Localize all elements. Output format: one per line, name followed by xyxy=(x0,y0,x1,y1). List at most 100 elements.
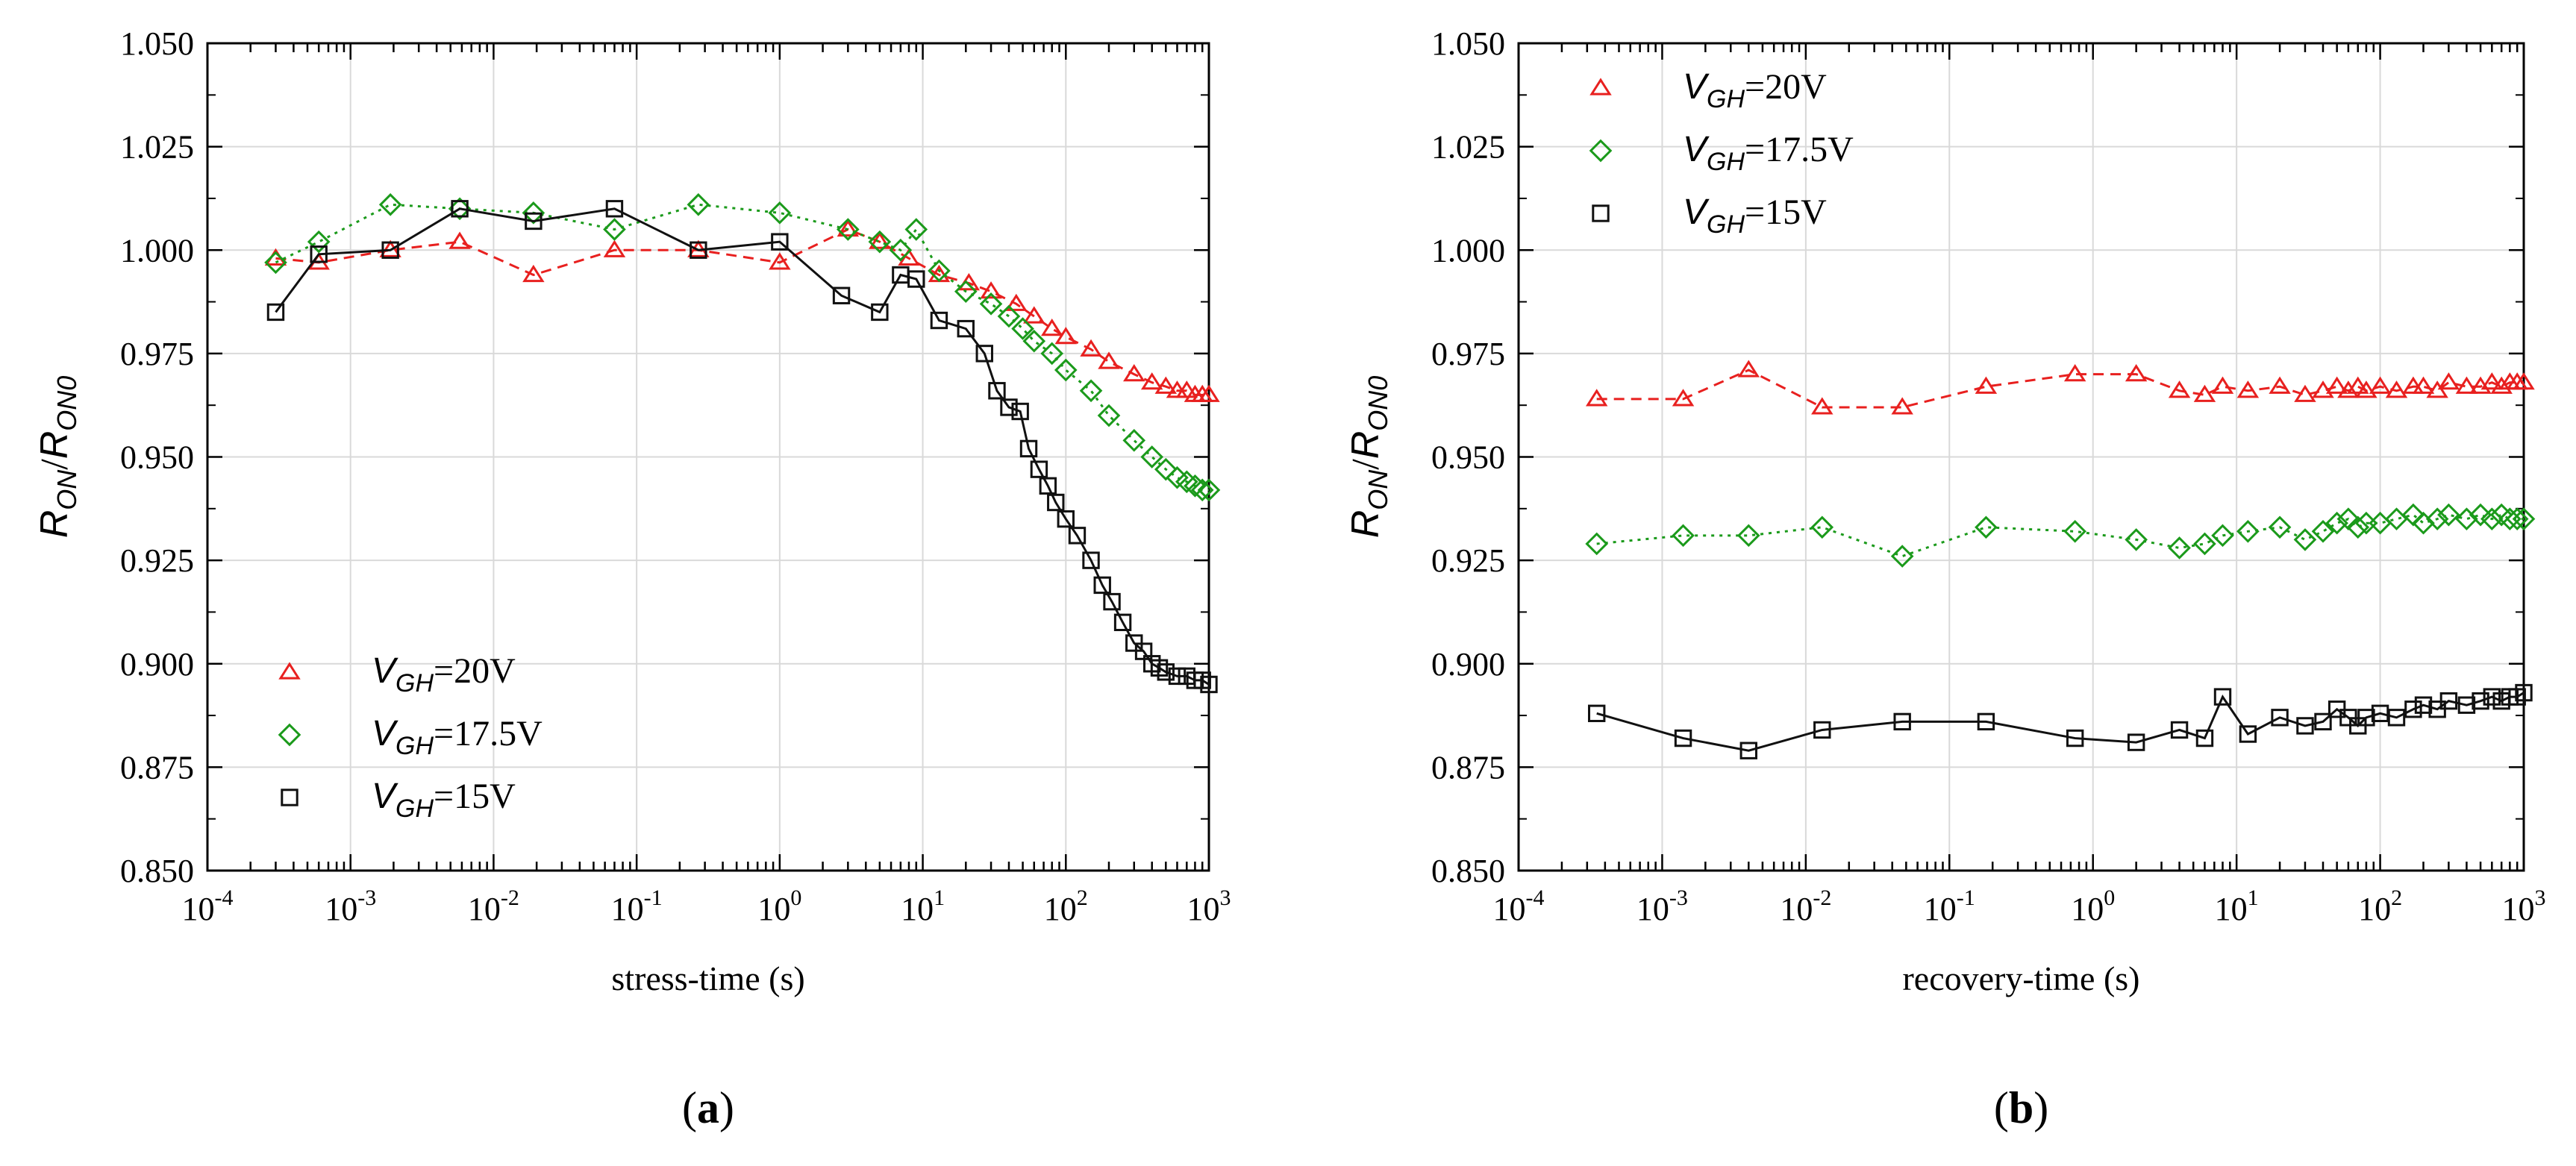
y-label-sub: ON0 xyxy=(1363,376,1393,431)
data-point xyxy=(2412,511,2435,535)
x-tick-base: 10 xyxy=(611,891,644,927)
data-point xyxy=(2512,507,2536,530)
data-point xyxy=(2369,376,2392,394)
data-point xyxy=(1030,460,1048,478)
x-tick-exponent: 2 xyxy=(2391,886,2402,910)
x-tick-label: 10-3 xyxy=(1636,886,1688,927)
x-tick-label: 10-1 xyxy=(1924,886,1975,927)
data-point xyxy=(930,311,948,330)
series-vgh15 xyxy=(1587,683,2533,759)
data-point xyxy=(1040,319,1063,336)
data-point xyxy=(525,212,543,231)
legend-var: V xyxy=(1683,130,1710,169)
data-point xyxy=(2346,515,2370,539)
data-point xyxy=(2490,376,2513,394)
y-tick-label: 0.875 xyxy=(120,749,194,786)
x-tick-label: 100 xyxy=(2071,886,2115,927)
x-tick-exponent: 3 xyxy=(2535,886,2546,910)
data-point xyxy=(1891,397,1913,415)
data-point xyxy=(832,286,851,304)
x-axis-label: stress-time (s) xyxy=(611,959,804,997)
y-ticks xyxy=(207,42,1209,872)
data-point xyxy=(1810,515,1834,539)
data-point xyxy=(1097,404,1121,427)
legend-sub: GH xyxy=(1707,148,1745,176)
x-tick-exponent: 0 xyxy=(2104,886,2115,910)
data-point xyxy=(979,292,1003,316)
data-point xyxy=(889,238,913,262)
data-point xyxy=(957,319,975,338)
data-point xyxy=(768,201,792,225)
data-point xyxy=(310,245,328,263)
data-point xyxy=(603,218,626,241)
x-tick-label: 101 xyxy=(2215,886,2259,927)
data-point xyxy=(2387,709,2406,727)
data-point xyxy=(2457,696,2476,714)
data-point xyxy=(1011,402,1029,421)
data-point xyxy=(2268,515,2292,539)
x-tick-exponent: -4 xyxy=(1526,886,1545,910)
y-tick-label: 0.850 xyxy=(1431,853,1505,889)
panel-paren: ) xyxy=(719,1083,734,1132)
legend-label: =20V xyxy=(434,651,516,691)
x-tick-exponent: -1 xyxy=(1957,886,1975,910)
data-point xyxy=(1154,376,1178,394)
data-point xyxy=(2325,511,2348,535)
data-point xyxy=(1975,376,1998,394)
data-point xyxy=(2483,688,2501,706)
data-point xyxy=(1977,712,1995,731)
legend-var: V xyxy=(372,777,398,816)
data-point xyxy=(1019,439,1038,458)
data-point xyxy=(2211,376,2234,394)
legend-sub: GH xyxy=(1707,85,1745,113)
data-point xyxy=(2439,692,2458,710)
x-ticks xyxy=(1517,43,2525,871)
x-tick-label: 103 xyxy=(2502,886,2546,927)
data-point xyxy=(2170,721,2189,739)
data-point xyxy=(2236,519,2260,543)
x-tick-label: 102 xyxy=(2358,886,2402,927)
series-vgh15 xyxy=(266,200,1218,694)
data-point xyxy=(687,192,710,216)
data-point xyxy=(1140,372,1163,390)
y-tick-label: 1.050 xyxy=(1431,25,1505,62)
legend-var: V xyxy=(1683,192,1710,232)
y-axis-label: RON/RON0 xyxy=(33,376,82,539)
data-point xyxy=(769,252,791,270)
y-tick-label: 1.025 xyxy=(1431,129,1505,166)
data-point xyxy=(1098,351,1120,369)
data-point xyxy=(1674,729,1692,747)
data-point xyxy=(2480,507,2504,530)
data-point xyxy=(1198,384,1220,402)
data-point xyxy=(2211,524,2234,548)
data-point xyxy=(2063,364,2086,382)
data-point xyxy=(1154,457,1178,481)
y-tick-label: 0.975 xyxy=(120,336,194,372)
legend-var: V xyxy=(1683,67,1710,107)
data-point xyxy=(448,231,471,249)
series-vgh175 xyxy=(264,192,1221,502)
panel-label: (a) xyxy=(682,1083,734,1132)
y-ticks xyxy=(1519,42,2524,872)
legend-entry: VGH=15V xyxy=(372,777,516,823)
data-point xyxy=(954,280,978,304)
grid xyxy=(207,43,1209,871)
data-point xyxy=(1585,532,1609,556)
x-tick-label: 102 xyxy=(1044,886,1088,927)
data-point xyxy=(975,345,993,363)
x-tick-label: 10-2 xyxy=(468,886,519,927)
data-point xyxy=(2066,729,2084,747)
x-tick-label: 100 xyxy=(757,886,801,927)
data-point xyxy=(1811,397,1833,415)
data-point xyxy=(2325,376,2348,394)
data-point xyxy=(1054,358,1078,382)
panel-letter: a xyxy=(697,1083,719,1132)
data-point xyxy=(2271,709,2289,727)
x-tick-base: 10 xyxy=(1636,891,1669,927)
x-tick-base: 10 xyxy=(1493,891,1526,927)
data-point xyxy=(1080,339,1102,357)
data-point xyxy=(1587,704,1606,722)
y-label-slash: / xyxy=(1345,459,1387,470)
